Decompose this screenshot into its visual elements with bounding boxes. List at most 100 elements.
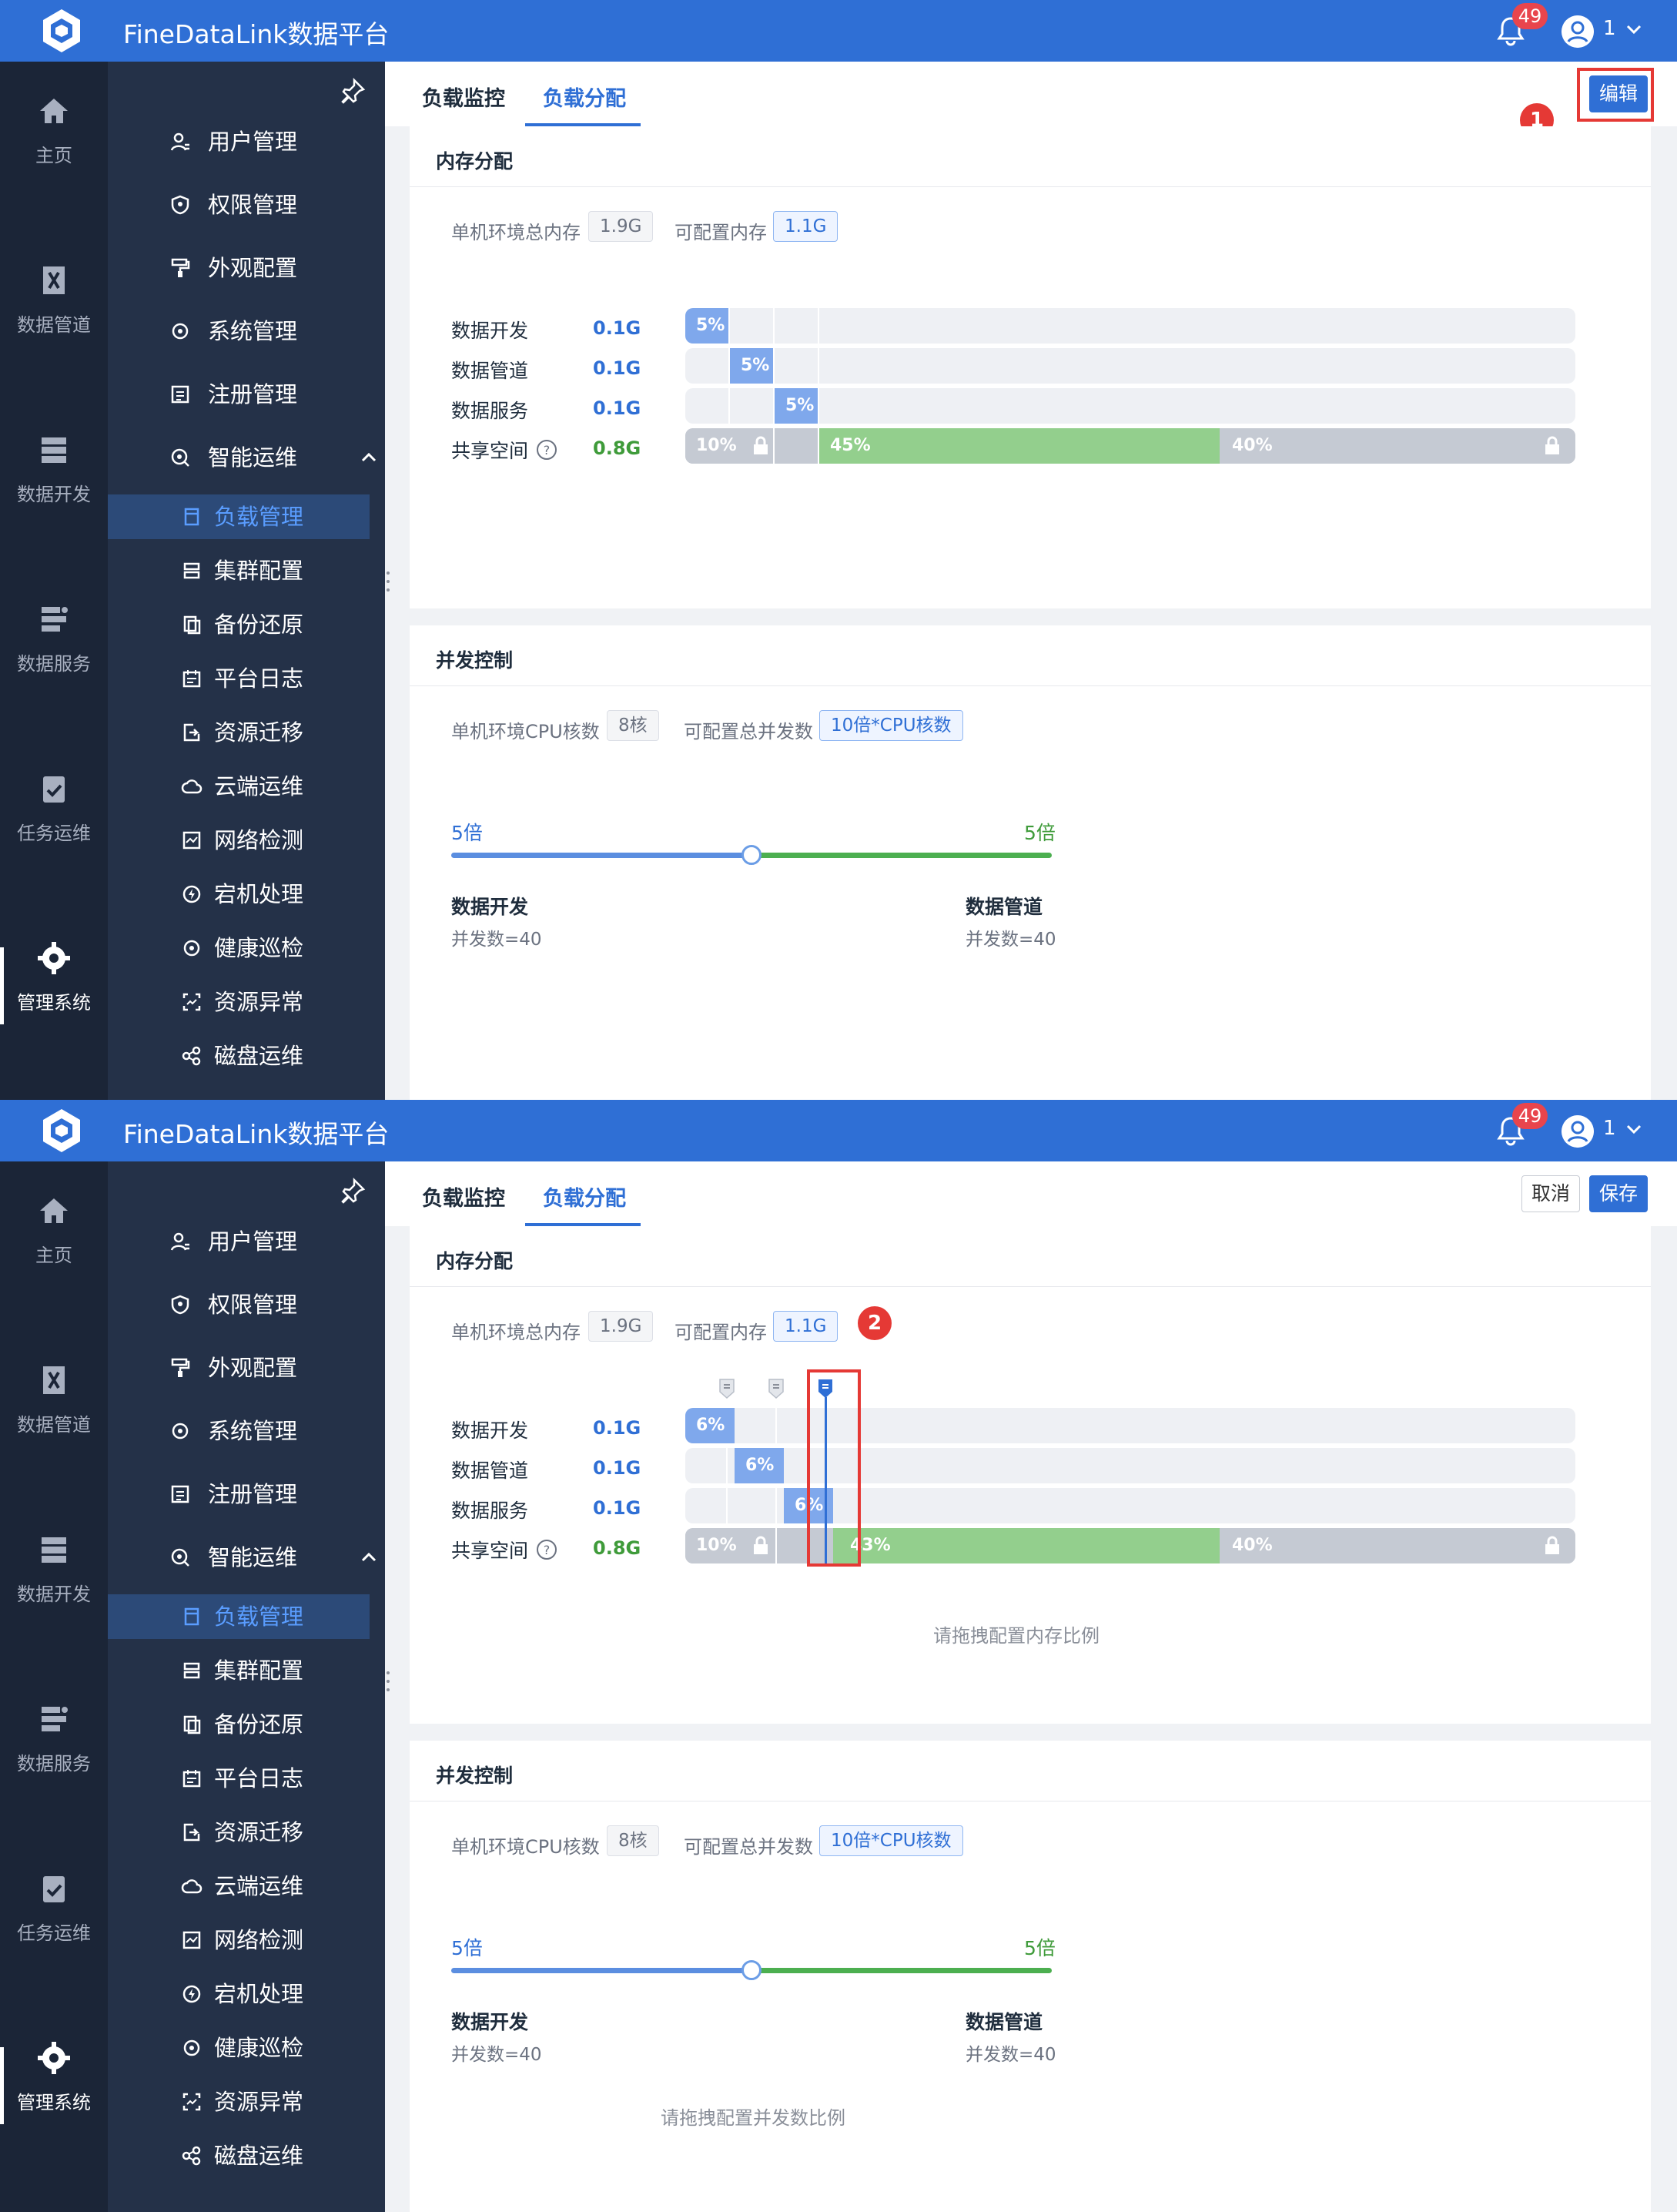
sub-item-backup[interactable]: 备份还原 (108, 602, 370, 647)
memory-title: 内存分配 (436, 1250, 514, 1272)
pin-icon[interactable] (339, 1177, 367, 1205)
sub-item-network[interactable]: 网络检测 (108, 1918, 370, 1962)
menu-item-smart-ops[interactable]: 智能运维 (139, 1536, 385, 1579)
drag-handle-icon[interactable] (385, 1670, 391, 1693)
sub-item-network[interactable]: 网络检测 (108, 818, 370, 863)
help-icon[interactable]: ? (536, 1539, 557, 1560)
save-button[interactable]: 保存 (1589, 1175, 1648, 1212)
track-svc (685, 388, 1575, 424)
nav-item-dev[interactable]: 数据开发 (0, 401, 108, 555)
menu-item-permission[interactable]: 权限管理 (139, 1283, 370, 1326)
drag-handle-icon[interactable] (385, 570, 391, 593)
nav-label: 数据服务 (17, 653, 91, 675)
sub-item-crash[interactable]: 宕机处理 (108, 1972, 370, 2016)
slider-left-multiplier: 5倍 (451, 822, 483, 844)
finedatalink-logo-icon (43, 9, 80, 52)
track-svc (685, 1488, 1575, 1523)
menu-item-system[interactable]: 系统管理 (139, 310, 370, 353)
sub-item-disk[interactable]: 磁盘运维 (108, 2133, 370, 2178)
help-icon[interactable]: ? (536, 439, 557, 461)
chevron-up-icon[interactable] (358, 1547, 380, 1568)
tab-load-distribution[interactable]: 负载分配 (543, 1187, 626, 1211)
drag-handle-active-icon[interactable] (816, 1377, 835, 1400)
avatar[interactable] (1562, 1115, 1594, 1148)
menu-item-system[interactable]: 系统管理 (139, 1409, 370, 1453)
nav-item-service[interactable]: 数据服务 (0, 1670, 108, 1824)
finedatalink-logo-icon (43, 1109, 80, 1152)
slider-knob[interactable] (741, 1960, 762, 1980)
nav-label: 数据开发 (17, 1584, 91, 1605)
sub-item-platform-log[interactable]: 平台日志 (108, 1756, 370, 1801)
highlight-box-edit (1577, 68, 1654, 122)
register-icon (171, 1485, 189, 1503)
menu-item-permission[interactable]: 权限管理 (139, 183, 370, 226)
user-name[interactable]: 1 (1603, 1117, 1616, 1140)
nav-item-task[interactable]: 任务运维 (0, 1839, 108, 1993)
sub-item-platform-log[interactable]: 平台日志 (108, 656, 370, 701)
top-bar: FineDataLink数据平台 49 1 (0, 0, 1677, 62)
nav-item-service[interactable]: 数据服务 (0, 570, 108, 724)
row-label-dev: 数据开发 (451, 320, 529, 342)
secondary-nav: 用户管理 权限管理 外观配置 系统管理 注册管理 智能运维 负载管理 (108, 62, 385, 1100)
slider-left-count: 并发数=40 (451, 930, 542, 950)
menu-item-smart-ops[interactable]: 智能运维 (139, 436, 385, 479)
tab-load-distribution[interactable]: 负载分配 (543, 87, 626, 111)
nav-label: 任务运维 (17, 823, 91, 844)
sub-item-cluster[interactable]: 集群配置 (108, 548, 370, 593)
slider-knob[interactable] (741, 845, 762, 865)
menu-item-register[interactable]: 注册管理 (139, 1473, 370, 1516)
menu-item-user[interactable]: 用户管理 (139, 120, 370, 163)
sub-item-cluster[interactable]: 集群配置 (108, 1648, 370, 1693)
memory-title: 内存分配 (436, 150, 514, 173)
sub-item-load-management[interactable]: 负载管理 (108, 494, 370, 539)
sub-item-backup[interactable]: 备份还原 (108, 1702, 370, 1747)
sub-item-cloud-ops[interactable]: 云端运维 (108, 764, 370, 809)
sub-item-disk[interactable]: 磁盘运维 (108, 1034, 370, 1078)
row-label-svc: 数据服务 (451, 400, 529, 422)
disk-share-icon (182, 1046, 201, 1066)
nav-item-task[interactable]: 任务运维 (0, 739, 108, 893)
sub-item-health[interactable]: 健康巡检 (108, 2026, 370, 2070)
menu-item-user[interactable]: 用户管理 (139, 1220, 370, 1263)
tab-load-monitor[interactable]: 负载监控 (422, 87, 505, 111)
notification-badge: 49 (1512, 3, 1548, 29)
nav-item-pipeline[interactable]: 数据管道 (0, 1331, 108, 1485)
pin-icon[interactable] (339, 77, 367, 105)
nav-item-dev[interactable]: 数据开发 (0, 1500, 108, 1654)
sub-item-health[interactable]: 健康巡检 (108, 926, 370, 970)
menu-item-register[interactable]: 注册管理 (139, 373, 370, 416)
pipeline-icon (43, 266, 65, 294)
sub-item-migration[interactable]: 资源迁移 (108, 710, 370, 755)
cluster-icon (183, 1662, 200, 1679)
drag-handle-icon[interactable] (718, 1377, 736, 1400)
smart-ops-icon (171, 1548, 189, 1567)
nav-label: 主页 (35, 1245, 72, 1266)
sub-item-resource-abnormal[interactable]: 资源异常 (108, 2080, 370, 2124)
chevron-down-icon[interactable] (1623, 18, 1645, 40)
chevron-down-icon[interactable] (1623, 1118, 1645, 1140)
nav-item-home[interactable]: 主页 (0, 1161, 108, 1315)
drag-handle-icon[interactable] (767, 1377, 785, 1400)
chevron-up-icon[interactable] (358, 447, 380, 468)
edit-button[interactable]: 编辑 (1589, 75, 1648, 112)
sub-item-migration[interactable]: 资源迁移 (108, 1810, 370, 1855)
nav-item-home[interactable]: 主页 (0, 62, 108, 216)
sub-item-cloud-ops[interactable]: 云端运维 (108, 1864, 370, 1909)
nav-item-admin[interactable]: 管理系统 (0, 2009, 108, 2163)
menu-item-appearance[interactable]: 外观配置 (139, 246, 370, 290)
cpu-value: 8核 (607, 710, 659, 741)
gear-icon (38, 942, 70, 974)
gear-icon (172, 1423, 189, 1439)
cancel-button[interactable]: 取消 (1521, 1175, 1580, 1212)
menu-item-appearance[interactable]: 外观配置 (139, 1346, 370, 1389)
sub-item-resource-abnormal[interactable]: 资源异常 (108, 980, 370, 1024)
sub-item-crash[interactable]: 宕机处理 (108, 872, 370, 917)
segment-dev: 5% (685, 308, 728, 344)
nav-item-admin[interactable]: 管理系统 (0, 909, 108, 1063)
user-name[interactable]: 1 (1603, 17, 1616, 40)
nav-item-pipeline[interactable]: 数据管道 (0, 231, 108, 385)
cluster-icon (183, 562, 200, 579)
sub-item-load-management[interactable]: 负载管理 (108, 1594, 370, 1639)
avatar[interactable] (1562, 15, 1594, 48)
tab-load-monitor[interactable]: 负载监控 (422, 1187, 505, 1211)
